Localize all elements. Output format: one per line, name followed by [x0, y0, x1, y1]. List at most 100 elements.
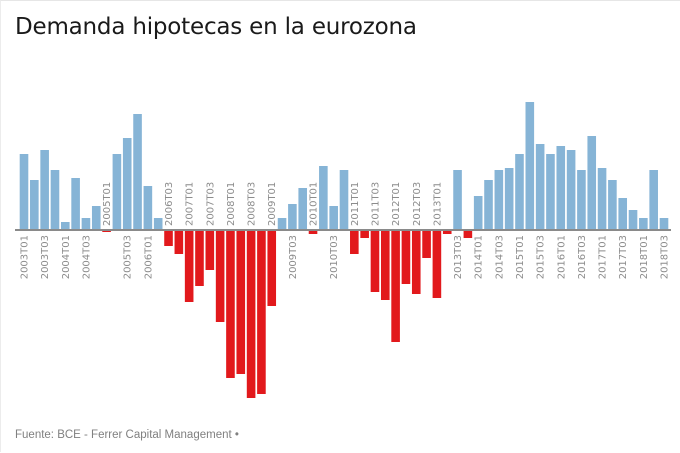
bar-2008T03 [246, 230, 256, 398]
bar-2014T02 [484, 180, 493, 230]
bar-2012T02 [401, 230, 411, 284]
bar-2004T01 [60, 222, 70, 230]
bar-2005T03 [122, 138, 132, 230]
tick-label-2011T03: 2011T03 [370, 182, 381, 226]
tick-label-2011T01: 2011T01 [350, 182, 361, 226]
bar-2015T04 [546, 154, 555, 230]
tick-label-2003T03: 2003T03 [40, 235, 51, 279]
chart-title: Demanda hipotecas en la eurozona [15, 14, 417, 40]
bar-2007T02 [195, 230, 204, 286]
bar-2010T03 [329, 206, 338, 230]
bar-2008T02 [236, 230, 246, 374]
bar-2018T03 [659, 218, 669, 230]
tick-label-2018T01: 2018T01 [639, 235, 650, 279]
bar-2014T03 [494, 170, 504, 230]
bars-group [19, 102, 669, 398]
source-note: Fuente: BCE - Ferrer Capital Management … [15, 429, 239, 441]
bar-2016T02 [566, 150, 576, 230]
bar-2012T04 [422, 230, 431, 258]
bar-2007T04 [215, 230, 225, 322]
bar-2004T03 [81, 218, 91, 230]
tick-labels-group: 2003T01 2003T03 2004T01 2004T03 2005T01 2005T… [20, 182, 671, 280]
tick-label-2012T01: 2012T01 [391, 182, 402, 226]
bar-2009T01 [267, 230, 277, 306]
bar-2004T02 [71, 178, 80, 230]
bar-2017T02 [608, 180, 617, 230]
tick-label-2003T01: 2003T01 [20, 235, 31, 279]
tick-label-2013T03: 2013T03 [453, 235, 464, 279]
bar-2012T01 [391, 230, 400, 342]
bar-2008T01 [226, 230, 235, 378]
bar-2007T03 [205, 230, 215, 270]
tick-label-2010T01: 2010T01 [309, 182, 320, 226]
bar-2009T04 [298, 188, 308, 230]
tick-label-2004T03: 2004T03 [81, 235, 92, 279]
bar-2007T01 [184, 230, 194, 302]
bar-2003T02 [30, 180, 39, 230]
tick-label-2008T03: 2008T03 [247, 182, 258, 226]
bar-2006T04 [174, 230, 184, 254]
bar-2016T03 [577, 170, 586, 230]
tick-label-2014T03: 2014T03 [494, 235, 505, 279]
bar-2011T02 [360, 230, 369, 238]
bar-2018T02 [649, 170, 658, 230]
bar-2012T03 [411, 230, 421, 294]
bar-2006T02 [153, 218, 163, 230]
tick-label-2017T01: 2017T01 [598, 235, 609, 279]
tick-label-2013T01: 2013T01 [432, 182, 443, 226]
tick-label-2005T03: 2005T03 [123, 235, 134, 279]
tick-label-2016T03: 2016T03 [577, 235, 588, 279]
bar-2005T02 [112, 154, 122, 230]
tick-label-2017T03: 2017T03 [618, 235, 629, 279]
bar-2005T04 [133, 114, 142, 230]
tick-label-2007T01: 2007T01 [185, 182, 196, 226]
bar-2011T01 [350, 230, 359, 254]
bar-2015T01 [515, 154, 524, 230]
bar-2011T03 [370, 230, 380, 292]
tick-label-2009T01: 2009T01 [267, 182, 278, 226]
bar-2004T04 [91, 206, 101, 230]
bar-2018T01 [639, 218, 648, 230]
bar-2010T02 [319, 166, 328, 230]
tick-label-2010T03: 2010T03 [329, 235, 340, 279]
bar-2013T01 [432, 230, 442, 298]
tick-label-2006T03: 2006T03 [164, 182, 175, 226]
tick-label-2016T01: 2016T01 [556, 235, 567, 279]
tick-label-2012T03: 2012T03 [412, 182, 423, 226]
bar-2013T04 [463, 230, 473, 238]
bar-2017T01 [597, 168, 607, 230]
tick-label-2009T03: 2009T03 [288, 235, 299, 279]
bar-2003T01 [19, 154, 29, 230]
bar-2016T04 [587, 136, 597, 230]
bar-2009T03 [288, 204, 297, 230]
bar-2008T04 [257, 230, 266, 394]
bar-2014T04 [504, 168, 514, 230]
bar-2013T02 [442, 230, 452, 234]
tick-label-2006T01: 2006T01 [143, 235, 154, 279]
bar-2010T04 [339, 170, 349, 230]
tick-label-2007T03: 2007T03 [205, 182, 216, 226]
bar-2009T02 [277, 218, 287, 230]
bar-2011T04 [380, 230, 390, 300]
bar-2015T02 [525, 102, 535, 230]
bar-2015T03 [535, 144, 545, 230]
bar-2017T04 [628, 210, 638, 230]
bar-2016T01 [556, 146, 566, 230]
bar-2013T03 [453, 170, 462, 230]
tick-label-2008T01: 2008T01 [226, 182, 237, 226]
tick-label-2018T03: 2018T03 [660, 235, 671, 279]
tick-label-2015T01: 2015T01 [515, 235, 526, 279]
bar-2006T03 [164, 230, 173, 246]
bar-2014T01 [473, 196, 483, 230]
tick-label-2005T01: 2005T01 [102, 182, 113, 226]
tick-label-2004T01: 2004T01 [61, 235, 72, 279]
bar-2003T03 [40, 150, 49, 230]
tick-label-2015T03: 2015T03 [536, 235, 547, 279]
bar-2003T04 [50, 170, 60, 230]
bar-2017T03 [618, 198, 628, 230]
bar-2010T01 [308, 230, 318, 234]
tick-label-2014T01: 2014T01 [474, 235, 485, 279]
bar-2006T01 [143, 186, 153, 230]
